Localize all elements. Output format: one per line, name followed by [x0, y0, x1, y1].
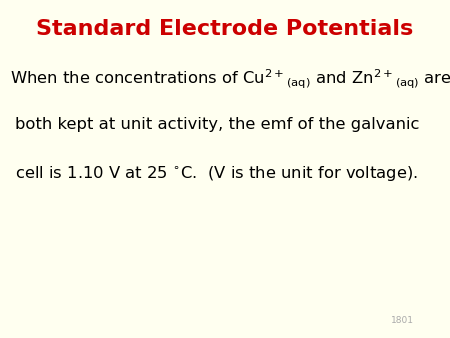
Text: Standard Electrode Potentials: Standard Electrode Potentials [36, 19, 414, 39]
Text: cell is 1.10 V at 25 $^{\circ}$C.  (V is the unit for voltage).: cell is 1.10 V at 25 $^{\circ}$C. (V is … [15, 164, 418, 183]
Text: 1801: 1801 [391, 316, 414, 325]
Text: When the concentrations of Cu$^{2+}$$_{\mathsf{(aq)}}$ and Zn$^{2+}$$_{\mathsf{(: When the concentrations of Cu$^{2+}$$_{\… [10, 68, 450, 91]
Text: both kept at unit activity, the emf of the galvanic: both kept at unit activity, the emf of t… [15, 117, 419, 131]
